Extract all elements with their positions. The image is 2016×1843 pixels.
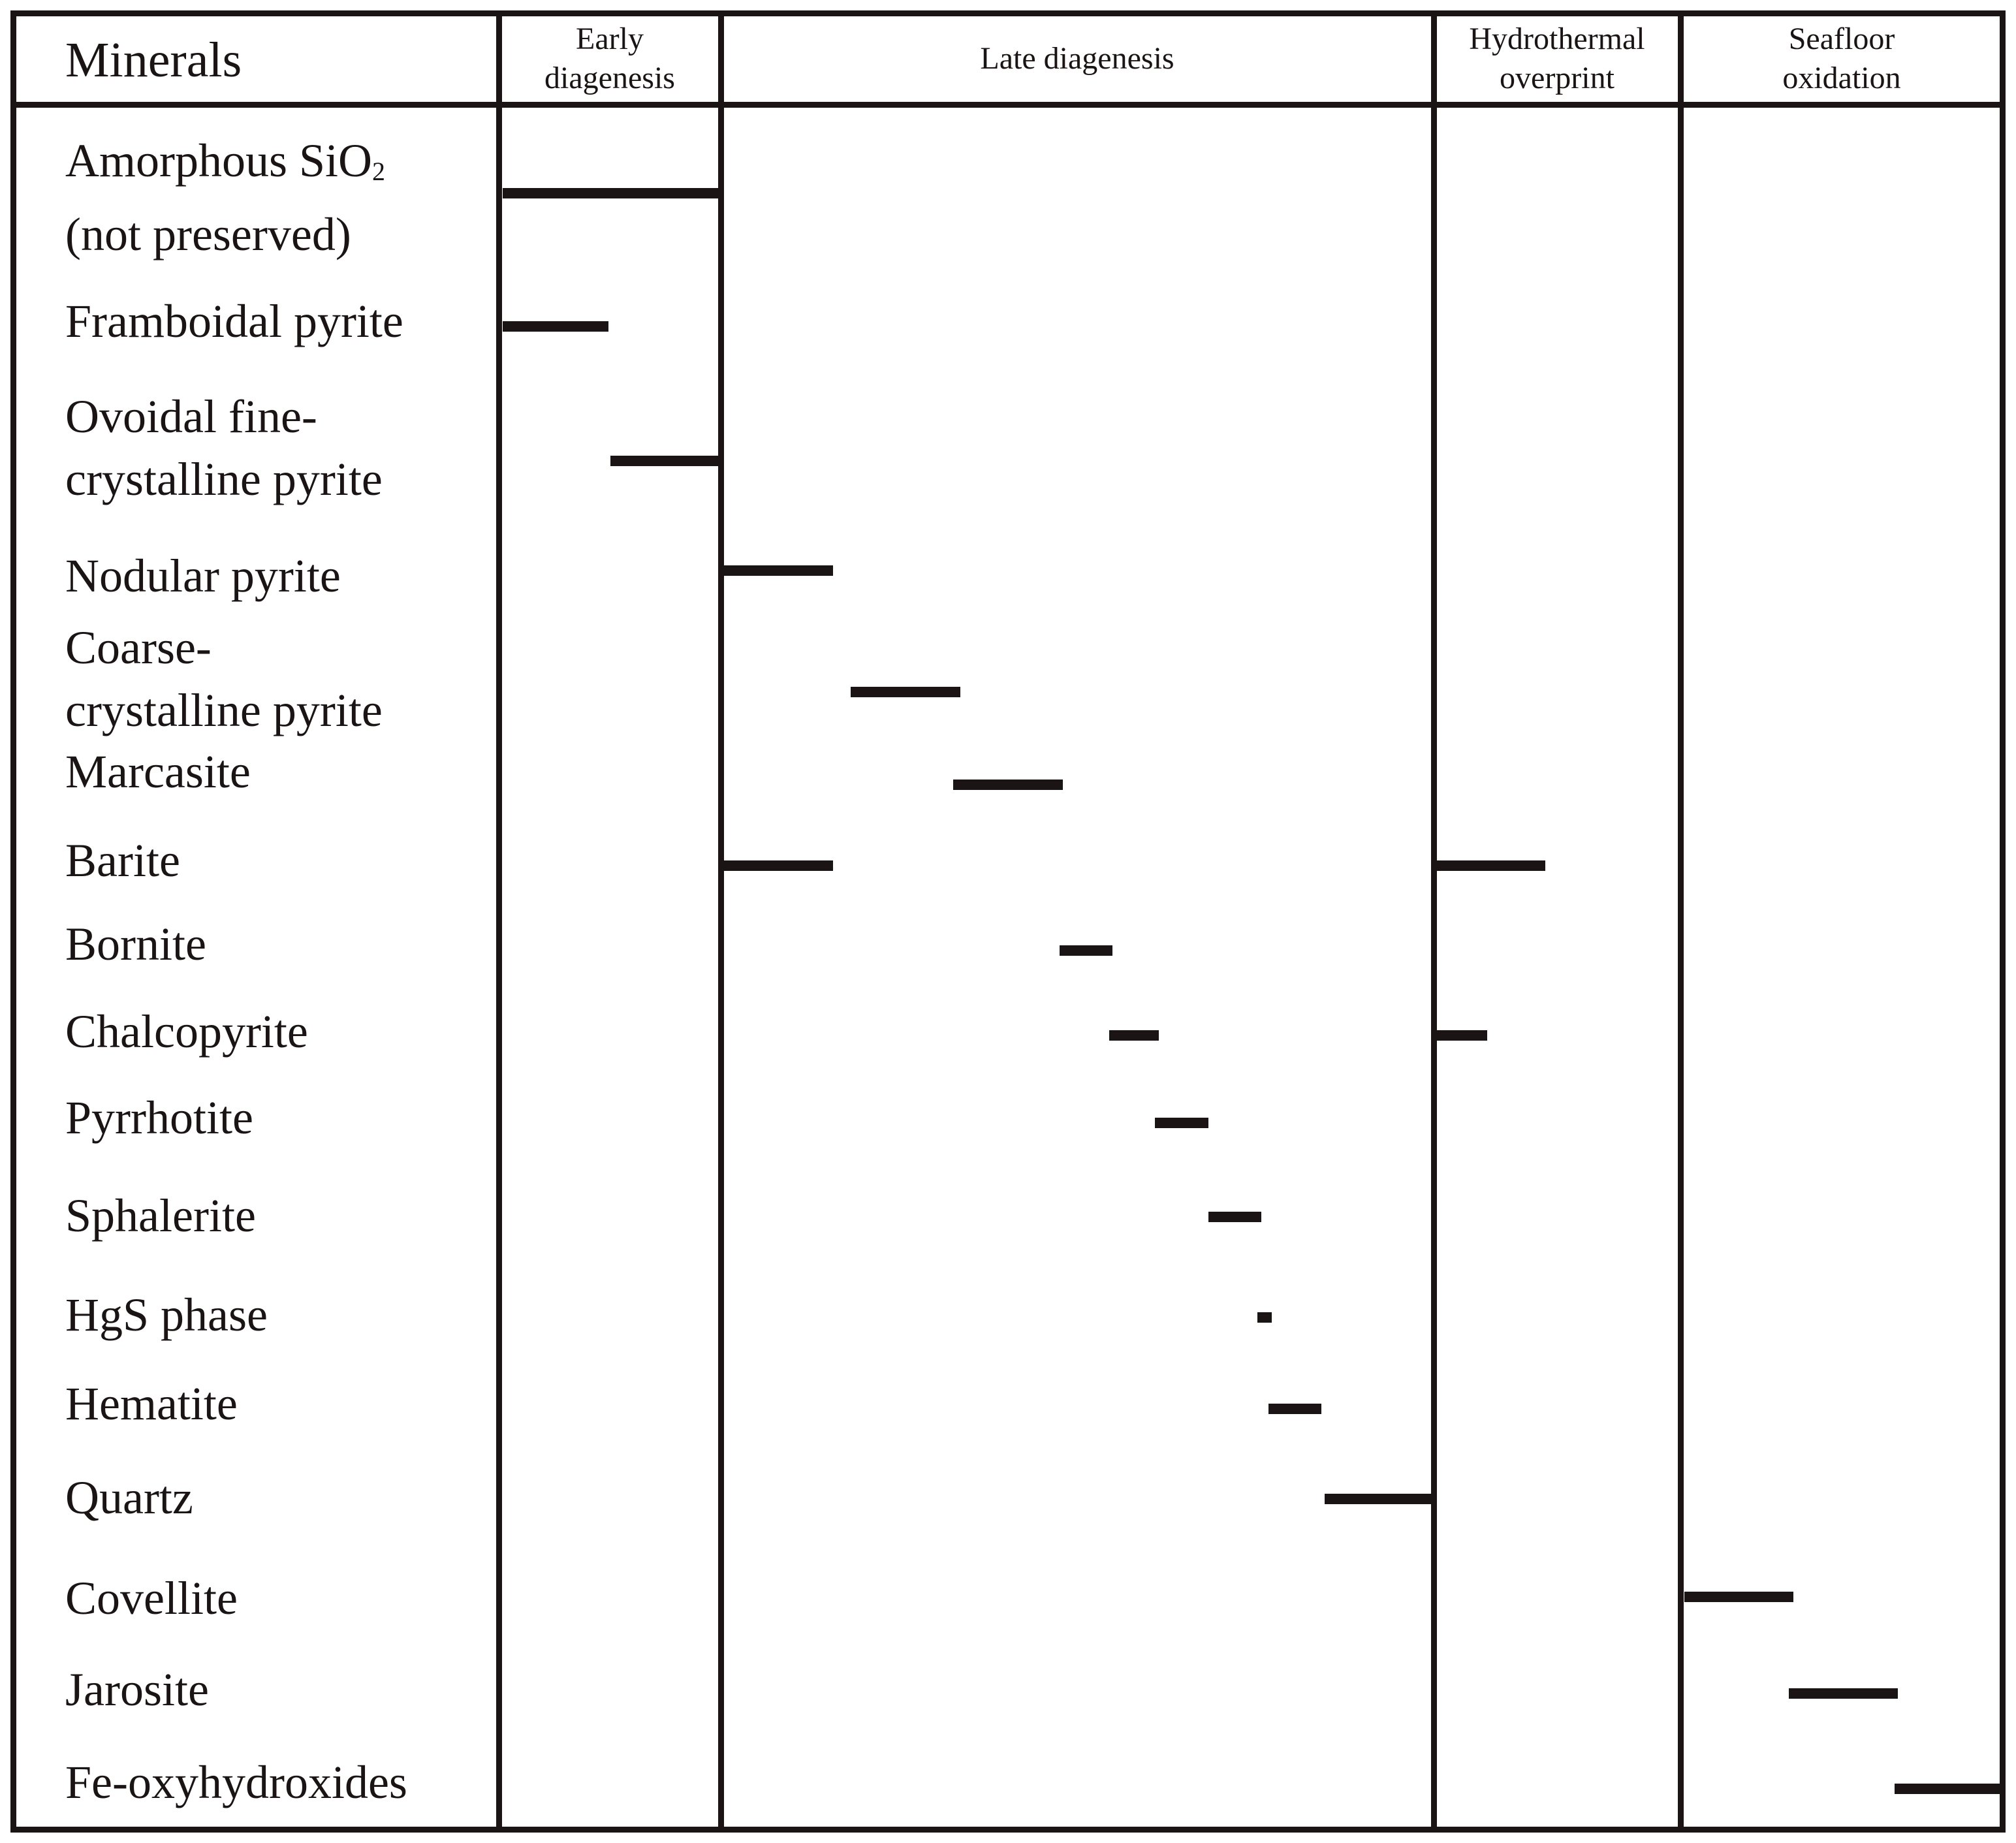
mineral-label-hematite: Hematite [65, 1378, 238, 1430]
range-bar-hgs-phase-late [1257, 1312, 1272, 1323]
range-bar-barite-hydro [1436, 860, 1546, 871]
mineral-label-nodular-pyrite: Nodular pyrite [65, 550, 341, 602]
mineral-label-marcasite: Marcasite [65, 746, 251, 798]
table-border-left [10, 10, 16, 1833]
mineral-label-amorphous-sio2: Amorphous SiO2 (not preserved) [65, 134, 386, 260]
mineral-label-hgs-phase: HgS phase [65, 1289, 268, 1341]
range-bar-coarse-pyrite-late [851, 687, 961, 697]
mineral-label-coarse-crystalline-pyrite: Coarse- crystalline pyrite [65, 622, 383, 736]
mineral-label-sphalerite: Sphalerite [65, 1189, 256, 1242]
mineral-label-chalcopyrite: Chalcopyrite [65, 1005, 308, 1058]
mineral-label-fe-oxyhydroxides: Fe-oxyhydroxides [65, 1756, 407, 1808]
range-bar-covellite-seafloor [1684, 1592, 1793, 1602]
range-bar-ovoidal-pyrite-early [610, 456, 718, 466]
range-bar-jarosite-seafloor [1788, 1688, 1898, 1699]
table-border-bottom [10, 1827, 2006, 1833]
column-divider-3 [1431, 10, 1437, 1833]
column-divider-2 [718, 10, 724, 1833]
range-bar-nodular-pyrite-late [723, 565, 834, 576]
minerals-column-header: Minerals [65, 33, 242, 87]
range-bar-chalcopyrite-late [1109, 1030, 1159, 1041]
column-divider-1 [496, 10, 502, 1833]
header-separator-line [10, 102, 2006, 108]
range-bar-pyrrhotite-late [1155, 1118, 1208, 1128]
mineral-label-ovoidal-fine-crystalline-pyrite: Ovoidal fine- crystalline pyrite [65, 390, 383, 505]
column-divider-4 [1678, 10, 1684, 1833]
table-border-right [2000, 10, 2006, 1833]
range-bar-fe-oxyhydroxides-seafloor [1894, 1784, 2000, 1794]
range-bar-quartz-late [1325, 1494, 1431, 1504]
mineral-label-pyrrhotite: Pyrrhotite [65, 1092, 253, 1144]
mineral-label-barite: Barite [65, 834, 180, 887]
stage-header-late-diagenesis: Late diagenesis [980, 41, 1174, 76]
range-bar-sphalerite-late [1208, 1212, 1261, 1222]
table-border-top [10, 10, 2006, 16]
mineral-label-quartz: Quartz [65, 1472, 193, 1524]
mineral-label-jarosite: Jarosite [65, 1663, 209, 1716]
stage-header-hydrothermal-overprint: Hydrothermal overprint [1469, 22, 1645, 95]
stage-header-early-diagenesis: Early diagenesis [544, 22, 675, 95]
range-bar-bornite-late [1059, 945, 1113, 956]
mineral-label-bornite: Bornite [65, 918, 206, 970]
mineral-label-framboidal-pyrite: Framboidal pyrite [65, 295, 403, 347]
range-bar-barite-late [723, 860, 834, 871]
range-bar-hematite-late [1268, 1404, 1321, 1414]
range-bar-chalcopyrite-hydro [1436, 1030, 1488, 1041]
mineral-label-covellite: Covellite [65, 1572, 238, 1624]
range-bar-marcasite-late [953, 780, 1063, 790]
stage-header-seafloor-oxidation: Seafloor oxidation [1782, 22, 1901, 95]
range-bar-framboidal-pyrite-early [503, 321, 608, 332]
range-bar-amorphous-sio2-early [503, 188, 718, 198]
